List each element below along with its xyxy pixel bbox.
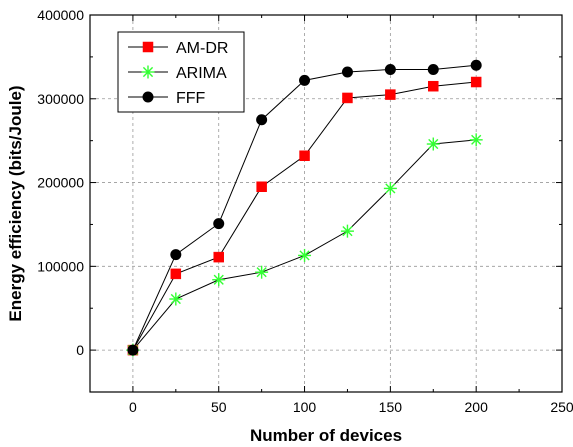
data-point-am-dr	[385, 89, 396, 100]
x-tick-label: 0	[129, 399, 137, 415]
legend-box	[117, 31, 245, 113]
y-axis-title: Energy efficiency (bits/Joule)	[6, 85, 25, 321]
data-point-fff	[384, 63, 396, 75]
data-point-arima	[426, 137, 440, 151]
data-point-fff	[427, 63, 439, 75]
x-tick-label: 100	[293, 399, 317, 415]
data-point-fff	[256, 114, 268, 126]
data-point-fff	[341, 66, 353, 78]
data-point-am-dr	[170, 268, 182, 280]
data-point-arima	[212, 273, 226, 287]
data-point-arima	[469, 133, 483, 147]
data-point-fff	[470, 59, 482, 71]
axes: 0 50 100 150 200 250 0 100000 200000 300000 400000	[37, 7, 573, 415]
y-tick-label: 300000	[37, 91, 84, 107]
x-tick-label: 250	[550, 399, 573, 415]
data-point-am-dr	[428, 80, 439, 92]
y-tick-label: 100000	[37, 258, 84, 274]
data-point-fff	[127, 344, 139, 356]
x-tick-label: 150	[379, 399, 403, 415]
legend-marker-arima	[141, 65, 155, 79]
y-tick-label: 0	[76, 342, 84, 358]
data-point-fff	[299, 74, 311, 86]
legend-marker-fff	[142, 91, 154, 103]
data-point-am-dr	[299, 150, 310, 161]
data-point-am-dr	[470, 76, 482, 88]
data-point-arima	[255, 265, 269, 279]
data-point-arima	[383, 181, 397, 195]
x-tick-label: 200	[465, 399, 489, 415]
data-point-fff	[213, 218, 225, 230]
data-point-am-dr	[342, 92, 353, 104]
legend-label-arima: ARIMA	[176, 65, 227, 82]
plot-frame	[89, 14, 563, 393]
data-point-fff	[170, 249, 182, 261]
series-markers	[126, 59, 483, 357]
y-tick-label: 400000	[37, 7, 84, 23]
data-point-am-dr	[256, 181, 267, 192]
data-point-arima	[169, 292, 183, 306]
data-point-arima	[340, 224, 354, 238]
legend: AM-DR ARIMA FFF	[117, 31, 245, 113]
legend-label-fff: FFF	[176, 90, 206, 107]
legend-marker-am-dr	[142, 41, 154, 53]
legend-label-am-dr: AM-DR	[176, 40, 228, 57]
x-tick-label: 50	[211, 399, 227, 415]
data-point-am-dr	[213, 251, 224, 263]
data-point-arima	[298, 248, 312, 262]
y-tick-label: 200000	[37, 175, 84, 191]
x-axis-title: Number of devices	[250, 426, 402, 445]
